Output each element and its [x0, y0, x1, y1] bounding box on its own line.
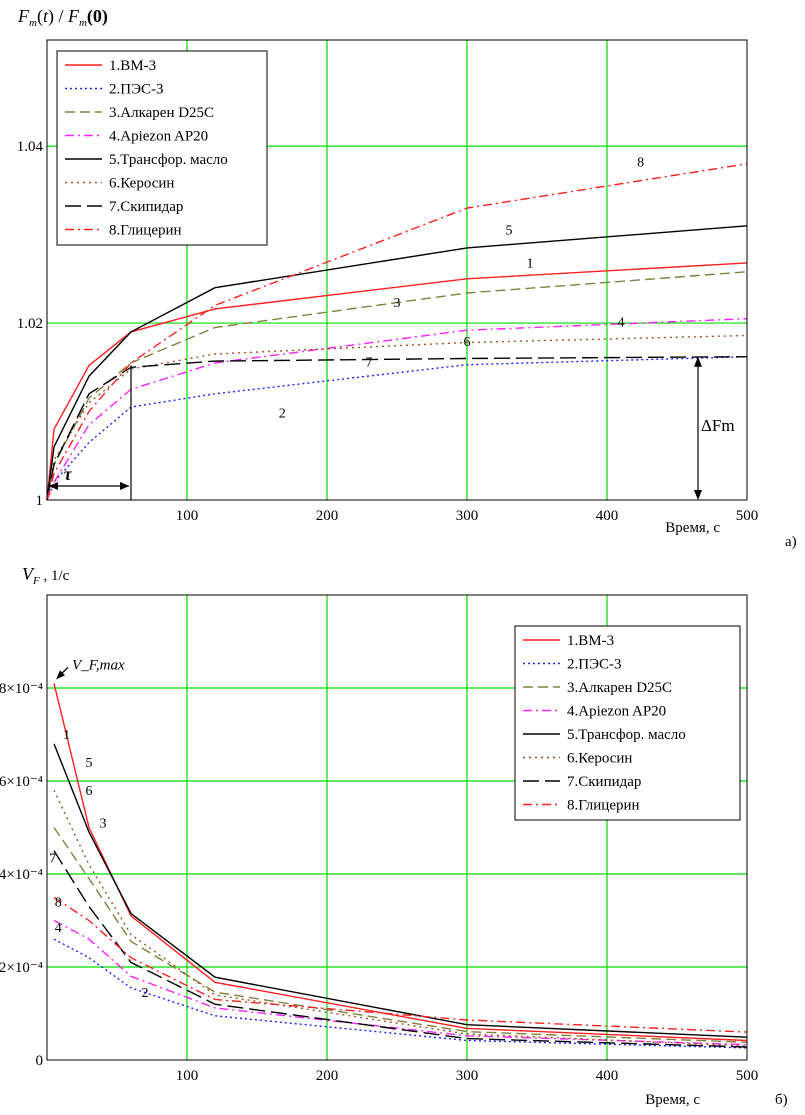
chart-a: Fm(t) / Fm(0) 100 200 300 400 500 1 1.02 1.04 В…	[17, 6, 797, 550]
chart-b-legend-label: 4.Apiezon AP20	[567, 704, 666, 720]
chart-a-curve-label: 2	[279, 407, 286, 422]
chart-b-series-line	[53, 790, 748, 1047]
chart-a-series-line	[46, 334, 748, 501]
tau-label: τ	[64, 464, 73, 484]
chart-a-plot-frame	[46, 39, 748, 501]
chart-b-curve-label: 2	[142, 986, 149, 1001]
chart-a-ytick-label: 1.04	[17, 139, 44, 155]
chart-a-ytick-label: 1.02	[17, 316, 43, 332]
delta-label: ΔFm	[701, 416, 735, 435]
chart-b-ytick-label: 6×10⁻⁴	[0, 774, 43, 790]
chart-a-xtick-label: 100	[176, 508, 199, 524]
chart-a-ylabel: Fm(t) / Fm(0)	[17, 6, 108, 29]
chart-a-xtick-label: 500	[736, 508, 759, 524]
chart-a-ytick-label: 1	[36, 493, 44, 509]
chart-b-series-line	[53, 827, 748, 1043]
chart-a-series-line	[46, 356, 748, 501]
chart-b-ytick-label: 4×10⁻⁴	[0, 867, 43, 883]
chart-a-curve-label: 4	[618, 316, 625, 331]
chart-b-legend-label: 8.Глицерин	[567, 798, 640, 814]
chart-b-xtick-label: 100	[176, 1068, 199, 1084]
chart-b-legend-label: 2.ПЭС-3	[567, 657, 622, 673]
chart-a-series-line	[46, 225, 748, 501]
chart-b-ytick-label: 2×10⁻⁴	[0, 960, 43, 976]
chart-b-curve-label: 7	[49, 851, 56, 866]
chart-a-legend-label: 3.Алкарен D25C	[109, 105, 214, 121]
chart-b-series-line	[53, 938, 748, 1049]
chart-b-legend-label: 1.ВМ-3	[567, 633, 614, 649]
chart-a-xtick-label: 300	[456, 508, 479, 524]
chart-b-legend-label: 5.Трансфор. масло	[567, 727, 686, 743]
chart-b: VF , 1/c 100 200 300 400 500 0 2×10⁻⁴ 4×10⁻⁴ 6×1…	[0, 564, 788, 1108]
chart-b-curve-label: 3	[100, 817, 107, 832]
chart-b-plot-frame	[46, 594, 748, 1061]
chart-a-curve-label: 7	[366, 355, 373, 370]
vmax-arrow-head	[56, 670, 65, 680]
chart-b-curve-label: 5	[86, 756, 93, 771]
chart-b-curve-label: 1	[63, 728, 70, 743]
chart-b-xtick-label: 400	[596, 1068, 619, 1084]
chart-b-ytick-label: 8×10⁻⁴	[0, 681, 43, 697]
chart-a-curve-label: 8	[637, 156, 644, 171]
chart-a-curve-label: 3	[394, 296, 401, 311]
chart-a-legend-label: 1.ВМ-3	[109, 58, 156, 74]
chart-a-xtick-label: 200	[316, 508, 339, 524]
chart-a-legend-label: 4.Apiezon AP20	[109, 129, 208, 145]
chart-b-ylabel: VF , 1/c	[22, 564, 70, 587]
chart-b-legend: 1.ВМ-3 2.ПЭС-3 3.Алкарен D25C 4.Apiezon AP2…	[514, 625, 741, 821]
chart-b-series-line	[53, 743, 748, 1038]
chart-a-legend-box	[56, 50, 268, 246]
chart-b-xtick-label: 300	[456, 1068, 479, 1084]
vmax-label: V_F,max	[72, 657, 125, 673]
tau-arrow-head-right	[120, 482, 129, 490]
chart-b-ytick-label: 0	[36, 1053, 44, 1069]
chart-b-legend-label: 6.Керосин	[567, 751, 632, 767]
chart-b-legend-label: 7.Скипидар	[567, 774, 641, 790]
delta-arrow-head-top	[694, 356, 702, 367]
chart-a-series-line	[46, 163, 748, 501]
chart-a-xlabel: Время, с	[665, 520, 720, 536]
chart-b-panel-label: б)	[775, 1092, 788, 1108]
chart-b-series-line	[53, 683, 748, 1042]
chart-a-curve-label: 6	[464, 335, 471, 350]
tau-arrow-head-left	[49, 482, 58, 490]
chart-a-legend-label: 8.Глицерин	[109, 223, 182, 239]
chart-b-curve-label: 6	[86, 784, 93, 799]
chart-a-legend-label: 7.Скипидар	[109, 199, 183, 215]
chart-b-legend-label: 3.Алкарен D25C	[567, 680, 672, 696]
chart-b-xtick-label: 200	[316, 1068, 339, 1084]
chart-a-series-line	[46, 356, 748, 501]
chart-a-legend: 1.ВМ-3 2.ПЭС-3 3.Алкарен D25C 4.Apiezon AP2…	[56, 50, 268, 246]
chart-b-curve-label: 4	[55, 921, 62, 936]
chart-b-xtick-label: 500	[736, 1068, 759, 1084]
delta-arrow-head-bottom	[694, 490, 702, 500]
chart-a-curve-label: 5	[506, 224, 513, 239]
chart-b-series-line	[53, 919, 748, 1046]
chart-a-curve-label: 1	[527, 256, 534, 271]
chart-a-legend-label: 6.Керосин	[109, 176, 174, 192]
chart-a-legend-label: 5.Трансфор. масло	[109, 152, 228, 168]
chart-a-series-line	[46, 318, 748, 501]
chart-a-xtick-label: 400	[596, 508, 619, 524]
chart-a-legend-label: 2.ПЭС-3	[109, 82, 164, 98]
chart-b-xlabel: Время, с	[645, 1092, 700, 1108]
chart-a-panel-label: а)	[785, 534, 797, 550]
chart-b-series-line	[53, 850, 748, 1048]
chart-b-legend-box	[514, 625, 741, 821]
chart-b-curve-label: 8	[55, 896, 62, 911]
